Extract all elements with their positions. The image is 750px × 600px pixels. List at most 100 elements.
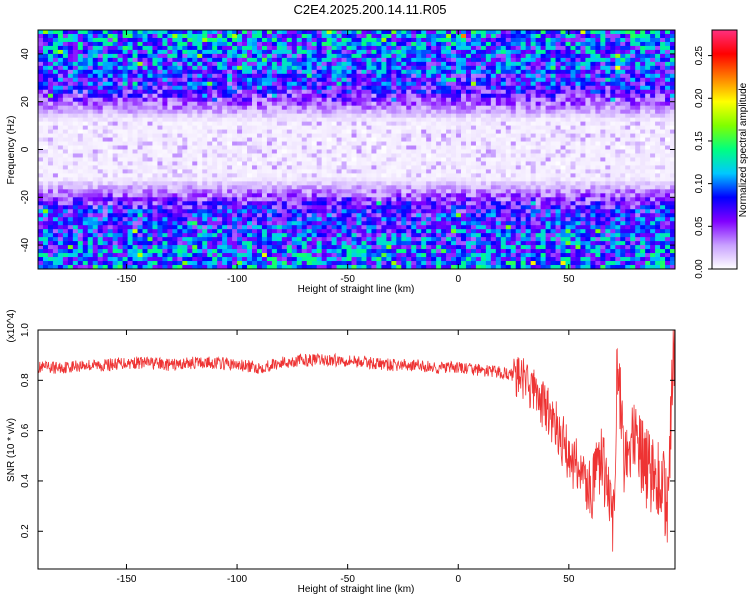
heatmap-cell bbox=[251, 30, 258, 35]
heatmap-cell bbox=[615, 33, 621, 39]
heatmap-cell bbox=[625, 57, 631, 63]
heatmap-cell bbox=[670, 169, 676, 174]
heatmap-cell bbox=[306, 181, 313, 186]
heatmap-cell bbox=[426, 65, 432, 71]
heatmap-cell bbox=[152, 113, 158, 119]
heatmap-cell bbox=[550, 161, 556, 166]
heatmap-cell bbox=[451, 153, 457, 158]
heatmap-cell bbox=[585, 145, 591, 150]
heatmap-cell bbox=[67, 49, 74, 55]
heatmap-cell bbox=[451, 61, 457, 67]
heatmap-cell bbox=[281, 141, 288, 146]
heatmap-cell bbox=[132, 149, 138, 154]
heatmap-cell bbox=[615, 137, 621, 142]
heatmap-cell bbox=[465, 49, 472, 55]
heatmap-cell bbox=[436, 145, 442, 150]
heatmap-cell bbox=[570, 153, 576, 158]
heatmap-cell bbox=[97, 77, 104, 83]
heatmap-cell bbox=[107, 41, 114, 47]
heatmap-cell bbox=[620, 153, 626, 158]
heatmap-cell bbox=[271, 153, 278, 158]
heatmap-cell bbox=[580, 181, 586, 186]
heatmap-cell bbox=[192, 133, 198, 138]
heatmap-cell bbox=[72, 129, 79, 134]
heatmap-cell bbox=[620, 81, 626, 87]
heatmap-cell bbox=[560, 89, 566, 95]
heatmap-cell bbox=[82, 89, 89, 95]
heatmap-cell bbox=[47, 30, 54, 35]
heatmap-cell bbox=[600, 49, 606, 55]
heatmap-cell bbox=[386, 137, 392, 142]
heatmap-cell bbox=[660, 129, 666, 134]
heatmap-cell bbox=[376, 121, 382, 126]
heatmap-cell bbox=[560, 61, 566, 67]
heatmap-cell bbox=[485, 141, 492, 146]
heatmap-cell bbox=[500, 37, 507, 43]
heatmap-cell bbox=[406, 133, 412, 138]
heatmap-cell bbox=[396, 133, 402, 138]
heatmap-cell bbox=[530, 173, 537, 178]
heatmap-cell bbox=[142, 73, 148, 79]
heatmap-cell bbox=[281, 101, 288, 107]
heatmap-cell bbox=[142, 161, 148, 166]
heatmap-cell bbox=[82, 181, 89, 186]
heatmap-cell bbox=[356, 161, 362, 166]
heatmap-cell bbox=[67, 133, 74, 138]
heatmap-cell bbox=[286, 45, 293, 51]
heatmap-cell bbox=[411, 73, 417, 79]
heatmap-cell bbox=[421, 125, 427, 130]
heatmap-cell bbox=[112, 49, 119, 55]
heatmap-cell bbox=[361, 145, 367, 150]
heatmap-cell bbox=[421, 153, 427, 158]
heatmap-cell bbox=[137, 169, 143, 174]
heatmap-cell bbox=[217, 93, 223, 99]
heatmap-cell bbox=[411, 30, 417, 35]
heatmap-cell bbox=[271, 141, 278, 146]
heatmap-cell bbox=[635, 61, 641, 67]
heatmap-cell bbox=[570, 41, 576, 47]
heatmap-cell bbox=[605, 37, 611, 43]
heatmap-cell bbox=[281, 81, 288, 87]
heatmap-cell bbox=[421, 181, 427, 186]
heatmap-cell bbox=[650, 157, 656, 162]
heatmap-cell bbox=[406, 45, 412, 51]
heatmap-cell bbox=[550, 85, 556, 91]
heatmap-cell bbox=[530, 165, 537, 170]
heatmap-cell bbox=[187, 173, 193, 178]
heatmap-cell bbox=[157, 45, 163, 51]
heatmap-cell bbox=[192, 113, 198, 119]
heatmap-cell bbox=[620, 97, 626, 103]
heatmap-cell bbox=[630, 173, 636, 178]
heatmap-cell bbox=[456, 141, 462, 146]
heatmap-cell bbox=[197, 85, 203, 91]
heatmap-cell bbox=[441, 109, 447, 115]
heatmap-cell bbox=[580, 121, 586, 126]
heatmap-cell bbox=[127, 181, 133, 186]
heatmap-cell bbox=[570, 113, 576, 119]
heatmap-cell bbox=[296, 69, 303, 75]
heatmap-cell bbox=[371, 141, 377, 146]
heatmap-cell bbox=[162, 69, 168, 75]
heatmap-cell bbox=[441, 153, 447, 158]
heatmap-cell bbox=[406, 125, 412, 130]
heatmap-cell bbox=[326, 153, 333, 158]
heatmap-cell bbox=[386, 41, 392, 47]
heatmap-cell bbox=[92, 177, 99, 182]
heatmap-cell bbox=[222, 85, 228, 91]
heatmap-cell bbox=[242, 117, 248, 123]
heatmap-cell bbox=[227, 105, 233, 111]
heatmap-cell bbox=[640, 165, 646, 170]
heatmap-cell bbox=[247, 45, 253, 51]
heatmap-cell bbox=[281, 97, 288, 103]
heatmap-cell bbox=[625, 30, 631, 35]
heatmap-cell bbox=[515, 30, 522, 35]
heatmap-cell bbox=[162, 97, 168, 103]
heatmap-cell bbox=[530, 181, 537, 186]
heatmap-cell bbox=[331, 30, 337, 35]
heatmap-cell bbox=[137, 173, 143, 178]
heatmap-cell bbox=[47, 153, 54, 158]
heatmap-cell bbox=[67, 169, 74, 174]
heatmap-cell bbox=[560, 57, 566, 63]
heatmap-cell bbox=[610, 169, 616, 174]
heatmap-cell bbox=[580, 105, 586, 111]
